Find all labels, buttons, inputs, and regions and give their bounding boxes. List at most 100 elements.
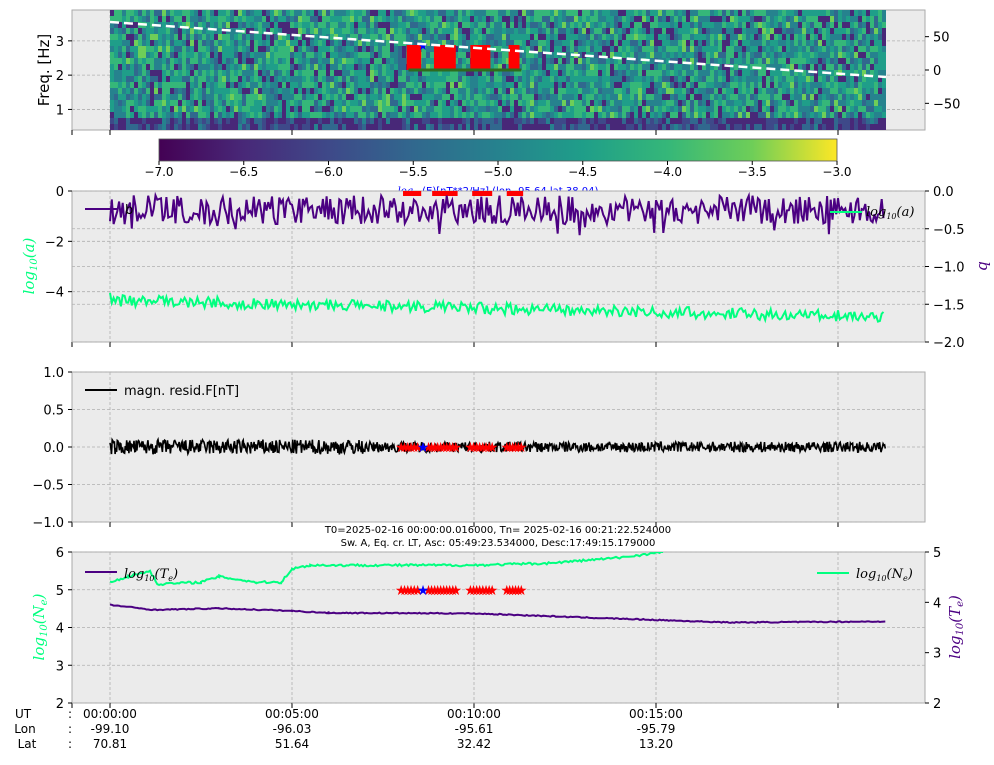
spectrogram-cell — [538, 40, 542, 46]
spectrogram-cell — [326, 10, 330, 16]
spectrogram-cell — [122, 28, 126, 34]
spectrogram-cell — [450, 28, 454, 34]
spectrogram-cell — [642, 88, 646, 94]
spectrogram-cell — [346, 64, 350, 70]
spectrogram-cell — [610, 22, 614, 28]
spectrogram-cell — [546, 34, 550, 40]
spectrogram-cell — [554, 28, 558, 34]
spectrogram-cell — [562, 46, 566, 52]
spectrogram-cell — [674, 40, 678, 46]
spectrogram-cell — [154, 10, 158, 16]
spectrogram-cell — [234, 34, 238, 40]
spectrogram-cell — [578, 70, 582, 76]
spectrogram-cell — [586, 70, 590, 76]
spectrogram-cell — [814, 106, 818, 112]
spectrogram-cell — [110, 16, 114, 22]
spectrogram-cell — [298, 40, 302, 46]
spectrogram-cell — [418, 106, 422, 112]
spectrogram-cell — [866, 94, 870, 100]
spectrogram-cell — [734, 106, 738, 112]
spectrogram-cell — [186, 46, 190, 52]
spectrogram-cell — [462, 22, 466, 28]
spectrogram-cell — [110, 82, 114, 88]
spectrogram-cell — [430, 100, 434, 106]
y-tick-label: 0 — [933, 64, 941, 79]
spectrogram-cell — [742, 100, 746, 106]
spectrogram-cell — [366, 124, 370, 130]
spectrogram-cell — [506, 100, 510, 106]
spectrogram-cell — [710, 10, 714, 16]
spectrogram-cell — [674, 34, 678, 40]
spectrogram-cell — [698, 34, 702, 40]
spectrogram-cell — [406, 82, 410, 88]
spectrogram-cell — [186, 40, 190, 46]
spectrogram-cell — [150, 16, 154, 22]
spectrogram-cell — [718, 16, 722, 22]
spectrogram-cell — [298, 118, 302, 124]
spectrogram-cell — [498, 52, 502, 58]
spectrogram-cell — [138, 16, 142, 22]
spectrogram-cell — [378, 46, 382, 52]
spectrogram-cell — [790, 76, 794, 82]
spectrogram-cell — [278, 82, 282, 88]
spectrogram-cell — [526, 88, 530, 94]
spectrogram-cell — [454, 34, 458, 40]
spectrogram-cell — [210, 76, 214, 82]
spectrogram-cell — [822, 94, 826, 100]
spectrogram-cell — [338, 112, 342, 118]
spectrogram-cell — [234, 10, 238, 16]
spectrogram-cell — [174, 58, 178, 64]
spectrogram-cell — [842, 22, 846, 28]
spectrogram-cell — [622, 28, 626, 34]
spectrogram-cell — [326, 124, 330, 130]
spectrogram-cell — [186, 16, 190, 22]
spectrogram-cell — [350, 52, 354, 58]
spectrogram-cell — [486, 76, 490, 82]
spectrogram-cell — [526, 28, 530, 34]
spectrogram-cell — [814, 124, 818, 130]
spectrogram-cell — [502, 94, 506, 100]
spectrogram-cell — [154, 58, 158, 64]
spectrogram-cell — [306, 106, 310, 112]
spectrogram-cell — [458, 118, 462, 124]
spectrogram-cell — [802, 100, 806, 106]
spectrogram-cell — [834, 76, 838, 82]
spectrogram-cell — [738, 28, 742, 34]
spectrogram-cell — [446, 76, 450, 82]
spectrogram-cell — [334, 88, 338, 94]
spectrogram-cell — [194, 70, 198, 76]
spectrogram-cell — [850, 40, 854, 46]
spectrogram-cell — [310, 100, 314, 106]
spectrogram-cell — [202, 94, 206, 100]
spectrogram-cell — [258, 64, 262, 70]
spectrogram-cell — [174, 46, 178, 52]
spectrogram-cell — [634, 34, 638, 40]
spectrogram-cell — [346, 112, 350, 118]
spectrogram-cell — [270, 124, 274, 130]
spectrogram-cell — [634, 124, 638, 130]
spectrogram-cell — [686, 34, 690, 40]
spectrogram-cell — [122, 82, 126, 88]
spectrogram-cell — [422, 46, 426, 52]
spectrogram-cell — [818, 88, 822, 94]
spectrogram-cell — [138, 88, 142, 94]
spectrogram-cell — [722, 64, 726, 70]
spectrogram-cell — [682, 118, 686, 124]
spectrogram-cell — [378, 82, 382, 88]
spectrogram-cell — [846, 106, 850, 112]
spectrogram-cell — [466, 46, 470, 52]
spectrogram-cell — [498, 46, 502, 52]
spectrogram-cell — [134, 28, 138, 34]
spectrogram-cell — [250, 46, 254, 52]
spectrogram-cell — [334, 58, 338, 64]
spectrogram-cell — [254, 112, 258, 118]
spectrogram-cell — [430, 76, 434, 82]
spectrogram-cell — [306, 100, 310, 106]
spectrogram-cell — [634, 64, 638, 70]
spectrogram-cell — [546, 52, 550, 58]
spectrogram-cell — [874, 16, 878, 22]
spectrogram-cell — [754, 106, 758, 112]
spectrogram-cell — [526, 94, 530, 100]
spectrogram-cell — [238, 76, 242, 82]
spectrogram-cell — [834, 106, 838, 112]
